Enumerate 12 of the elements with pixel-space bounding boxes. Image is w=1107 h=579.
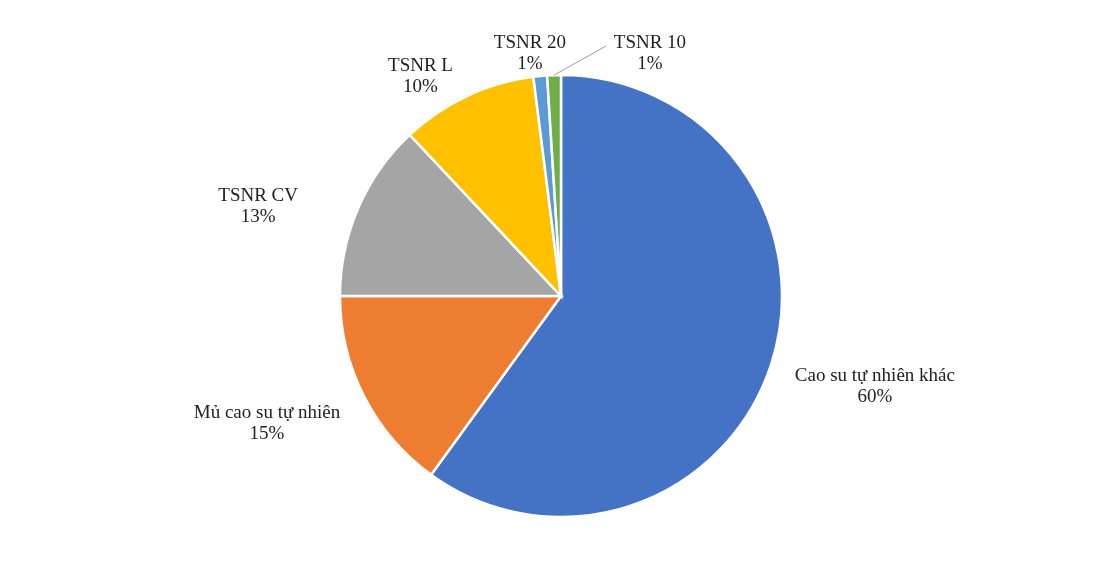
data-label: 13% — [240, 204, 276, 226]
data-label: 60% — [857, 384, 893, 406]
slice-label: TSNR CV — [218, 183, 299, 205]
slice-label: Mủ cao su tự nhiên — [193, 400, 341, 422]
data-label: 10% — [403, 75, 439, 97]
slice-label: TSNR L — [388, 54, 453, 76]
slice-label: TSNR 10 — [613, 31, 687, 53]
data-label: 1% — [637, 52, 663, 74]
slice-label: Cao su tự nhiên khác — [794, 363, 955, 385]
data-label: 15% — [249, 421, 285, 443]
slice-label: TSNR 20 — [493, 31, 567, 53]
data-label: 1% — [517, 52, 543, 74]
